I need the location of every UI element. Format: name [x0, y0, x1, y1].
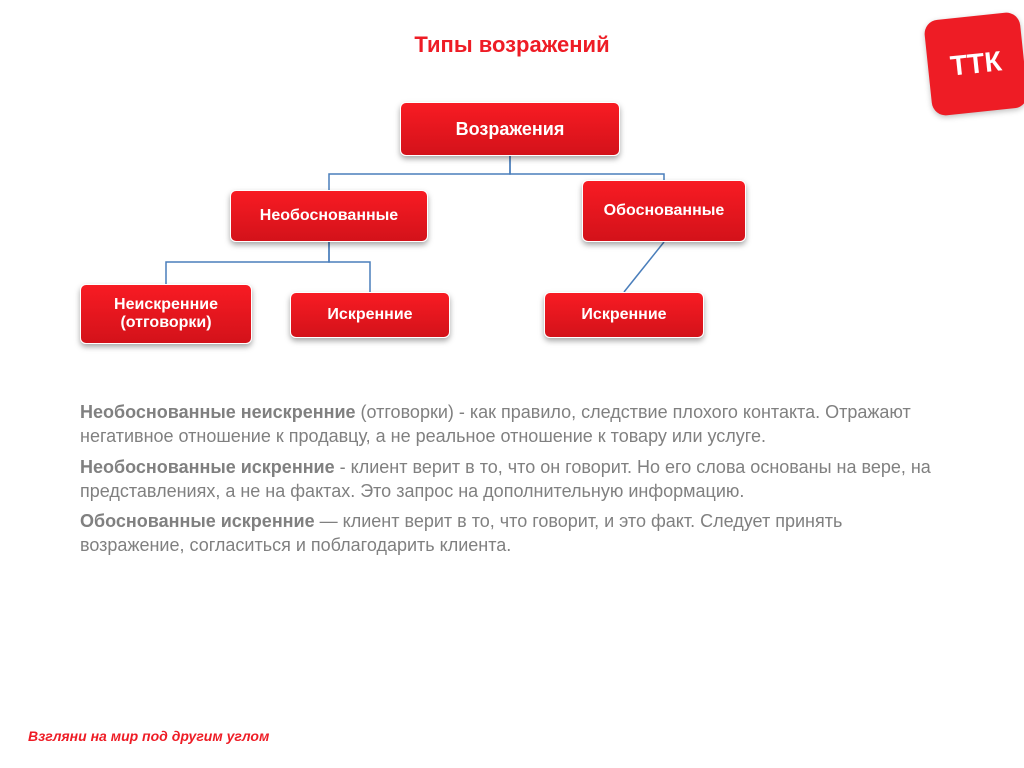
paragraph-lead-2: Обоснованные искренние — [80, 511, 315, 531]
paragraph-0: Необоснованные неискренние (отговорки) -… — [80, 400, 940, 449]
paragraph-lead-0: Необоснованные неискренние — [80, 402, 356, 422]
footer-tagline: Взгляни на мир под другим углом — [28, 728, 269, 744]
tree-node-sinc2: Искренние — [544, 292, 704, 338]
paragraph-2: Обоснованные искренние — клиент верит в … — [80, 509, 940, 558]
objection-tree-diagram: Возражения Необоснованные Обоснованные Неис… — [0, 86, 1024, 366]
edge-unj-sinc1 — [329, 242, 370, 292]
brand-logo-text: ТТК — [949, 45, 1003, 82]
edge-root-just — [510, 156, 664, 180]
tree-node-just: Обоснованные — [582, 180, 746, 242]
tree-node-unj: Необоснованные — [230, 190, 428, 242]
tree-node-root: Возражения — [400, 102, 620, 156]
paragraph-lead-1: Необоснованные искренние — [80, 457, 335, 477]
tree-node-sinc1: Искренние — [290, 292, 450, 338]
edge-just-sinc2 — [624, 242, 664, 292]
description-block: Необоснованные неискренние (отговорки) -… — [80, 400, 940, 564]
edge-unj-ins — [166, 242, 329, 284]
page-title: Типы возражений — [0, 32, 1024, 58]
edge-root-unj — [329, 156, 510, 190]
tree-node-ins: Неискренние (отговорки) — [80, 284, 252, 344]
paragraph-1: Необоснованные искренние - клиент верит … — [80, 455, 940, 504]
